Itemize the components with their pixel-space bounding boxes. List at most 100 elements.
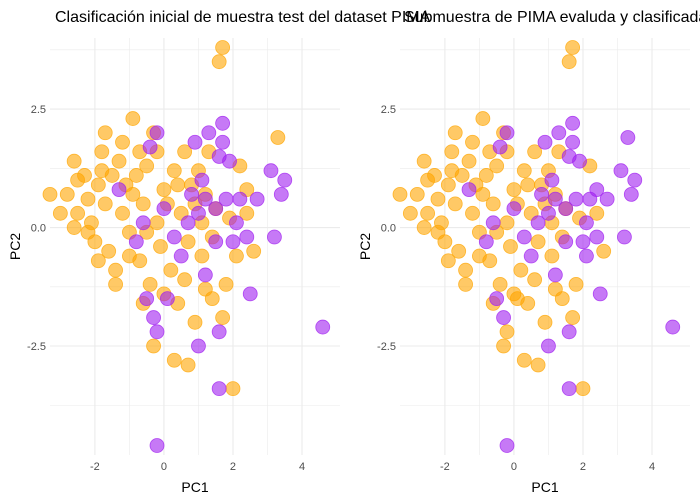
data-point-purple [613,163,629,179]
data-point-orange [530,357,546,373]
data-point-orange [142,277,158,292]
data-point-purple [149,324,165,340]
data-point-orange [90,253,106,269]
data-point-orange [430,191,446,207]
data-point-orange [59,186,75,202]
data-point-orange [440,177,456,193]
data-point-orange [246,243,262,259]
data-point-orange [177,272,193,288]
data-point-orange [239,205,255,221]
data-point-purple [558,201,574,216]
data-point-purple [623,186,639,202]
data-point-orange [530,234,546,250]
data-point-purple [617,229,632,245]
data-point-orange [537,314,553,330]
data-point-orange [97,125,113,141]
data-point-orange [80,191,96,207]
data-point-orange [163,262,179,278]
data-point-purple [135,215,151,231]
data-point-orange [458,277,473,292]
data-point-orange [111,153,127,169]
data-point-purple [551,125,567,141]
data-point-purple [579,215,594,231]
data-point-purple [159,291,175,307]
chart-title-left: Clasificación inicial de muestra test de… [55,9,431,26]
data-point-orange [420,205,436,221]
points-right [392,40,681,453]
data-point-purple [592,286,608,302]
data-point-purple [197,267,213,283]
data-point-purple [211,324,227,340]
data-point-purple [589,229,605,245]
data-point-orange [575,381,591,397]
y-tick-label-right: 0.0 [381,223,396,235]
data-point-orange [544,248,560,264]
data-point-orange [229,248,244,264]
data-point-orange [218,277,234,292]
data-point-orange [115,205,130,221]
data-point-purple [485,215,501,231]
data-point-purple [215,115,231,131]
data-point-purple [561,324,577,340]
data-point-orange [180,234,196,250]
data-point-orange [489,158,505,174]
data-point-orange [97,196,113,212]
data-point-orange [444,163,460,179]
data-point-purple [139,291,155,307]
data-point-orange [94,144,110,160]
scatter-panel-left: -2 0 2 4 -2.5 0.0 2.5 PC2 PC1 [7,38,340,495]
data-point-purple [191,205,206,221]
data-point-orange [187,314,203,330]
data-point-purple [541,205,556,221]
data-point-purple [589,182,605,198]
data-point-orange [465,205,480,221]
data-point-orange [416,220,432,235]
data-point-purple [215,134,231,150]
data-point-orange [475,186,491,202]
data-point-orange [444,144,460,160]
data-point-purple [277,172,293,188]
data-point-orange [115,134,130,150]
data-point-orange [509,291,525,307]
data-point-purple [211,381,227,397]
data-point-orange [427,168,442,183]
y-axis-label-left: PC2 [7,233,23,260]
data-point-purple [184,186,199,202]
data-point-orange [42,186,58,202]
data-point-orange [475,111,491,126]
data-point-purple [149,125,165,141]
data-point-orange [270,130,286,145]
data-point-purple [547,267,563,283]
data-point-purple [568,191,584,207]
data-point-purple [111,182,127,198]
data-point-orange [478,168,494,183]
data-point-orange [392,186,408,202]
data-point-orange [90,177,106,193]
data-point-orange [465,134,480,150]
ticks-left: -2 0 2 4 -2.5 0.0 2.5 [27,104,305,473]
data-point-purple [142,139,158,155]
data-point-purple [166,229,182,245]
data-point-purple [516,229,532,245]
y-tick-label-left: -2.5 [27,341,46,353]
data-point-orange [80,224,96,240]
chart-title-right: Submuestra de PIMA evaluda y clasificada [404,9,700,26]
data-point-orange [496,338,511,354]
y-tick-label-right: -2.5 [377,341,396,353]
data-point-orange [447,196,463,212]
data-point-orange [516,163,532,179]
data-point-purple [461,182,477,198]
data-point-purple [492,139,508,155]
x-axis-label-right: PC1 [531,479,558,495]
data-point-orange [122,248,137,264]
data-point-purple [565,115,581,131]
data-point-orange [66,153,82,169]
data-point-purple [506,201,522,216]
data-point-orange [128,168,144,183]
data-point-purple [558,234,574,250]
data-point-orange [215,40,231,55]
data-point-orange [472,248,487,264]
data-point-orange [108,262,123,278]
data-point-purple [523,248,539,264]
data-point-orange [402,205,418,221]
